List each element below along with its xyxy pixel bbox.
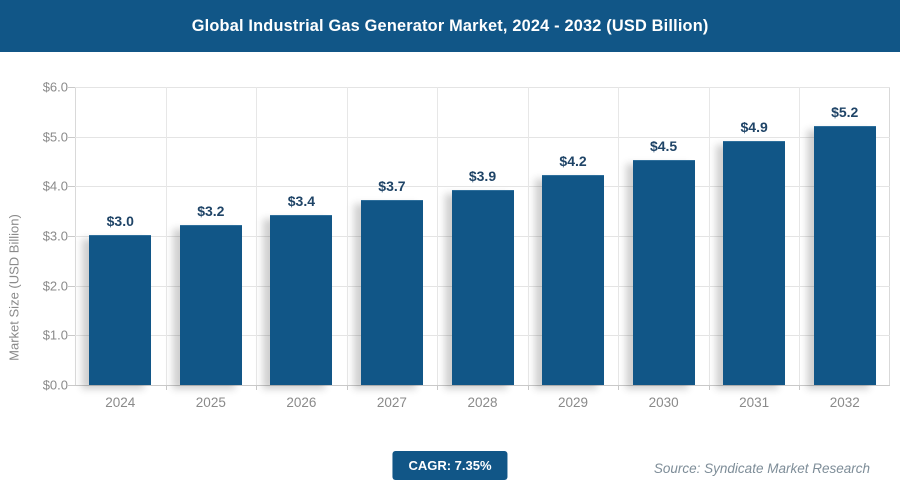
x-axis-tick <box>346 385 348 390</box>
chart-title: Global Industrial Gas Generator Market, … <box>191 16 709 35</box>
bar-value-label: $3.7 <box>378 178 406 194</box>
gridline-vertical <box>437 87 439 385</box>
bar-value-label: $3.9 <box>468 168 497 184</box>
y-axis-tick <box>68 285 75 287</box>
gridline-horizontal <box>75 385 890 386</box>
y-axis-tick <box>68 236 75 237</box>
gridline-vertical <box>346 87 348 385</box>
bar-value-label: $5.2 <box>831 104 859 120</box>
x-axis-tick <box>708 385 710 390</box>
x-axis-category-label: 2026 <box>286 395 317 410</box>
bar-2031 <box>723 141 786 385</box>
bar-chart: Market Size (USD Billion) $0.0 $1.0 $2.0 $3… <box>0 52 900 450</box>
x-axis-tick <box>527 385 529 390</box>
y-axis-tick-label: $3.0 <box>42 228 68 244</box>
bar-2025 <box>179 225 242 385</box>
x-axis-tick <box>437 385 439 390</box>
x-axis-tick <box>165 385 167 390</box>
bar-2024 <box>89 235 152 385</box>
y-axis-tick <box>68 87 75 88</box>
bar-2032 <box>813 126 876 385</box>
y-axis-tick <box>68 335 75 337</box>
bar-value-label: $3.4 <box>287 193 315 209</box>
x-axis-category-label: 2030 <box>648 395 679 410</box>
source-note: Source: Syndicate Market Research <box>653 461 870 476</box>
x-axis-category-label: 2024 <box>105 395 136 410</box>
title-bar: Global Industrial Gas Generator Market, … <box>0 0 900 52</box>
y-axis-tick <box>68 136 75 138</box>
gridline-horizontal <box>75 136 890 138</box>
x-axis-category-label: 2028 <box>467 395 498 410</box>
x-axis-category-label: 2029 <box>558 395 589 410</box>
y-axis-tick <box>68 385 75 386</box>
y-axis-tick-label: $6.0 <box>42 79 68 95</box>
bar-2030 <box>632 160 695 385</box>
y-axis-tick-label: $0.0 <box>42 377 68 393</box>
x-axis-category-label: 2031 <box>739 395 770 410</box>
gridline-horizontal <box>75 87 890 88</box>
gridline-vertical <box>799 87 801 385</box>
y-axis-tick-label: $4.0 <box>42 178 68 194</box>
bar-value-label: $4.2 <box>559 153 587 169</box>
x-axis-category-label: 2032 <box>829 395 860 410</box>
y-axis-tick-label: $1.0 <box>42 327 68 343</box>
gridline-vertical <box>527 87 529 385</box>
bar-value-label: $4.9 <box>740 119 768 135</box>
gridline-vertical <box>708 87 710 385</box>
bar-2026 <box>270 215 333 385</box>
gridline-vertical <box>165 87 167 385</box>
plot-area: $0.0 $1.0 $2.0 $3.0 $4.0 $5.0 $6.0 $3.0 2024 $3.2… <box>43 80 890 410</box>
bar-value-label: $4.5 <box>649 138 678 154</box>
y-axis-tick-label: $2.0 <box>42 278 68 294</box>
y-axis-tick <box>68 186 75 188</box>
bar-2027 <box>360 200 423 385</box>
x-axis-tick <box>799 385 801 390</box>
bar-2029 <box>542 175 605 385</box>
bar-2028 <box>451 190 514 385</box>
gridline-horizontal <box>75 186 890 188</box>
x-axis-tick <box>618 385 620 390</box>
gridline-vertical <box>256 87 258 385</box>
bar-value-label: $3.2 <box>197 203 225 219</box>
gridline-vertical <box>618 87 620 385</box>
x-axis-category-label: 2027 <box>376 395 407 410</box>
y-axis-tick-label: $5.0 <box>42 129 68 145</box>
x-axis-tick <box>256 385 258 390</box>
bar-value-label: $3.0 <box>106 213 134 229</box>
cagr-badge: CAGR: 7.35% <box>392 451 508 480</box>
x-axis-category-label: 2025 <box>195 395 226 410</box>
